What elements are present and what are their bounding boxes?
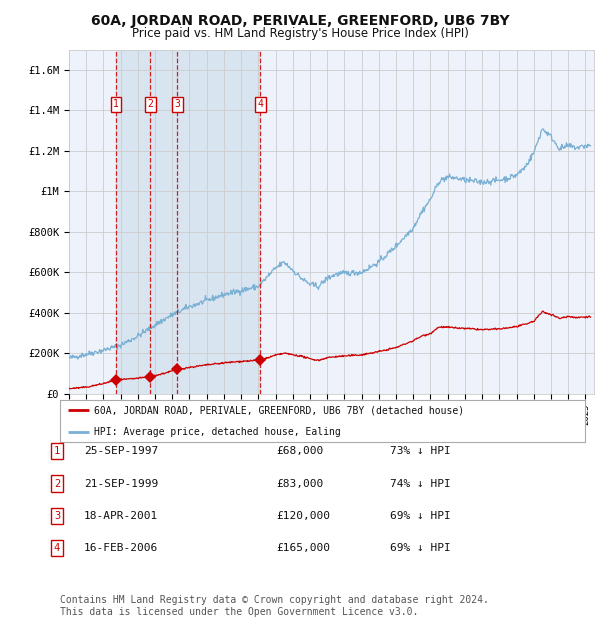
Text: 74% ↓ HPI: 74% ↓ HPI [390,479,451,489]
Text: 21-SEP-1999: 21-SEP-1999 [84,479,158,489]
Text: 3: 3 [54,511,60,521]
Text: HPI: Average price, detached house, Ealing: HPI: Average price, detached house, Eali… [94,427,341,436]
Text: 25-SEP-1997: 25-SEP-1997 [84,446,158,456]
Text: 69% ↓ HPI: 69% ↓ HPI [390,543,451,553]
Text: £120,000: £120,000 [276,511,330,521]
Text: 69% ↓ HPI: 69% ↓ HPI [390,511,451,521]
Text: 1: 1 [54,446,60,456]
Text: 4: 4 [257,99,263,109]
Text: 2: 2 [148,99,153,109]
Text: Contains HM Land Registry data © Crown copyright and database right 2024.
This d: Contains HM Land Registry data © Crown c… [60,595,489,617]
Text: £83,000: £83,000 [276,479,323,489]
Text: 60A, JORDAN ROAD, PERIVALE, GREENFORD, UB6 7BY: 60A, JORDAN ROAD, PERIVALE, GREENFORD, U… [91,14,509,28]
Text: Price paid vs. HM Land Registry's House Price Index (HPI): Price paid vs. HM Land Registry's House … [131,27,469,40]
Text: 16-FEB-2006: 16-FEB-2006 [84,543,158,553]
Text: 73% ↓ HPI: 73% ↓ HPI [390,446,451,456]
Text: 18-APR-2001: 18-APR-2001 [84,511,158,521]
Text: 2: 2 [54,479,60,489]
Text: 60A, JORDAN ROAD, PERIVALE, GREENFORD, UB6 7BY (detached house): 60A, JORDAN ROAD, PERIVALE, GREENFORD, U… [94,405,464,415]
Text: £68,000: £68,000 [276,446,323,456]
Text: 3: 3 [175,99,180,109]
Text: £165,000: £165,000 [276,543,330,553]
Text: 4: 4 [54,543,60,553]
Bar [116,50,260,394]
Text: 1: 1 [113,99,119,109]
